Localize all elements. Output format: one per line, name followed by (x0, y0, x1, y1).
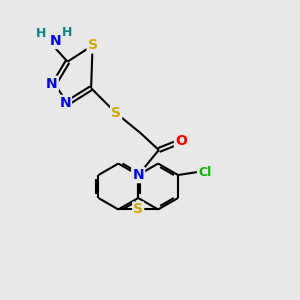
Text: N: N (46, 77, 58, 91)
Text: O: O (175, 134, 187, 148)
Text: S: S (111, 106, 121, 120)
Text: N: N (59, 96, 71, 110)
Text: N: N (132, 168, 144, 182)
Text: H: H (62, 26, 73, 39)
Text: S: S (88, 38, 98, 52)
Text: N: N (50, 34, 61, 48)
Text: H: H (36, 27, 46, 40)
Text: N: N (132, 168, 144, 182)
Text: S: S (133, 202, 143, 217)
Text: Cl: Cl (198, 166, 211, 178)
